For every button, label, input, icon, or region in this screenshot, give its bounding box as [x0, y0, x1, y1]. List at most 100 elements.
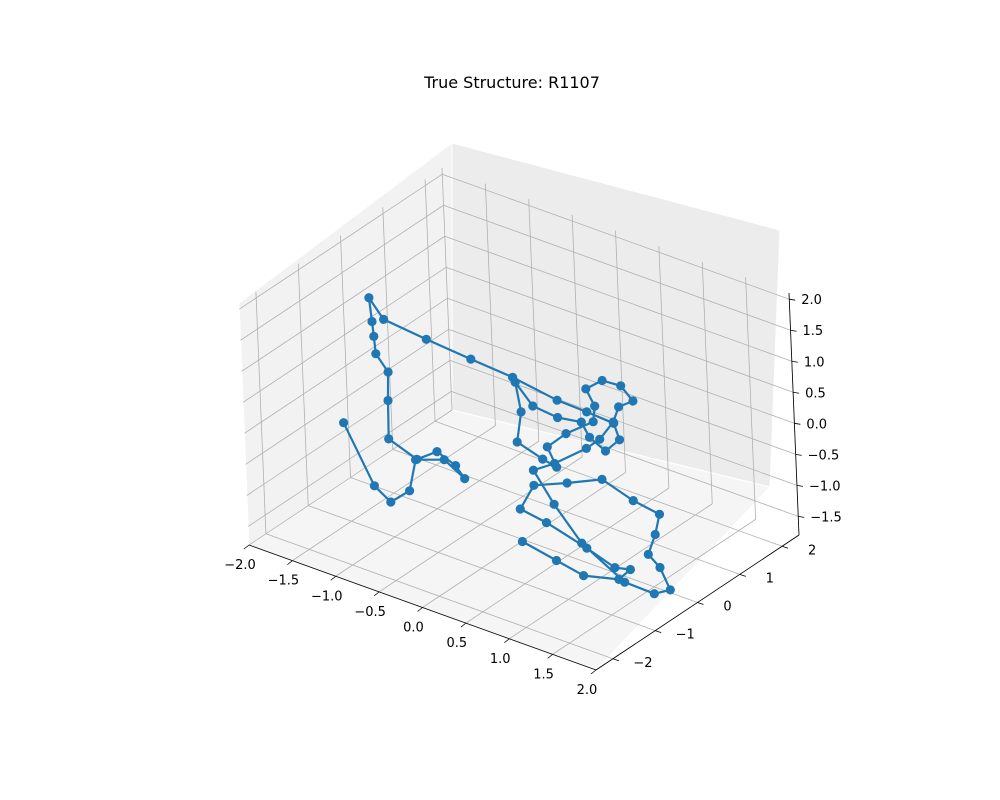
- z-tick-mark: [793, 391, 800, 394]
- grid-lines: [239, 167, 800, 671]
- z-tick-label: −0.5: [808, 448, 840, 463]
- x-tick-mark: [330, 575, 336, 581]
- chart-title: True Structure: R1107: [423, 73, 600, 92]
- data-point: [383, 367, 393, 377]
- data-point: [451, 461, 461, 471]
- y-tick-mark: [781, 545, 789, 549]
- data-point: [517, 536, 528, 547]
- z-tick-label: −1.5: [810, 510, 842, 525]
- grid-line-z-left: [248, 391, 452, 527]
- grid-line-z-left: [242, 266, 447, 403]
- data-point: [367, 316, 377, 327]
- z-tick-label: 1.0: [804, 355, 825, 370]
- y-tick-mark: [739, 573, 746, 577]
- x-tick-label: 1.5: [533, 667, 554, 682]
- data-point: [600, 446, 611, 456]
- grid-line-y-floor: [392, 448, 740, 575]
- data-point: [541, 518, 552, 528]
- x-tick-label: 1.0: [490, 652, 511, 667]
- grid-line-x-wall: [441, 167, 453, 411]
- data-point: [597, 474, 607, 484]
- data-point: [625, 564, 636, 575]
- grid-line-z-right: [448, 328, 796, 455]
- x-tick-mark: [504, 638, 510, 644]
- data-point: [379, 314, 389, 324]
- z-tick-mark: [791, 360, 798, 363]
- grid-line-x-wall: [528, 199, 540, 442]
- data-point: [439, 455, 449, 465]
- z-tick-mark: [790, 329, 797, 332]
- data-point: [597, 375, 607, 386]
- data-point: [649, 589, 659, 599]
- x-tick-mark: [547, 654, 553, 659]
- data-point: [528, 465, 539, 475]
- grid-line-z-right: [443, 204, 791, 331]
- data-point: [339, 418, 349, 428]
- x-tick-mark: [287, 560, 293, 565]
- grid-line-y-wall: [255, 291, 267, 534]
- z-tick-mark: [789, 298, 796, 301]
- data-point: [551, 555, 562, 566]
- data-point: [655, 562, 665, 573]
- z-tick-label: −1.0: [809, 479, 841, 494]
- data-point: [581, 384, 591, 394]
- y-tick-label: 2: [808, 543, 816, 558]
- data-point: [610, 563, 620, 573]
- data-point: [466, 354, 476, 364]
- data-point: [383, 395, 393, 406]
- z-tick-mark: [794, 422, 801, 425]
- grid-line-x-wall: [745, 277, 757, 520]
- data-point: [412, 454, 422, 464]
- x-tick-label: 2.0: [577, 683, 598, 698]
- grid-line-x-wall: [615, 230, 626, 473]
- z-axis-line: [788, 292, 800, 536]
- z-tick-mark: [795, 453, 802, 456]
- x-tick-label: 0.0: [403, 621, 424, 636]
- data-point: [371, 349, 381, 359]
- z-tick-label: 1.5: [803, 324, 824, 339]
- grid-line-x-wall: [571, 214, 583, 457]
- x-tick-label: 0.5: [447, 636, 468, 651]
- z-tick-label: 2.0: [801, 293, 822, 308]
- data-point: [460, 474, 470, 484]
- z-tick-label: 0.0: [806, 417, 827, 432]
- data-point: [584, 432, 595, 442]
- data-point: [628, 396, 638, 406]
- y-tick-label: −1: [676, 628, 695, 643]
- grid-line-z-left: [241, 235, 446, 372]
- data-point: [582, 407, 592, 417]
- axes: [243, 292, 805, 675]
- grid-line-z-left: [240, 204, 444, 341]
- data-point: [576, 417, 586, 427]
- grid-line-z-left: [246, 360, 451, 496]
- grid-line-z-left: [244, 297, 448, 434]
- grid-line-y-wall: [424, 179, 436, 422]
- data-point: [549, 499, 559, 509]
- grid-line-x-wall: [658, 246, 670, 489]
- data-point: [384, 434, 394, 444]
- grid-line-z-right: [442, 173, 790, 300]
- data-point: [614, 402, 624, 412]
- data-point: [643, 549, 653, 560]
- grid-line-z-left: [245, 329, 449, 465]
- data-point: [542, 442, 552, 452]
- x-tick-label: −1.0: [311, 589, 343, 604]
- data-point: [588, 417, 598, 427]
- data-point: [614, 574, 624, 585]
- grid-line-z-right: [444, 235, 792, 362]
- data-point: [562, 478, 572, 488]
- data-point: [512, 437, 522, 447]
- grid-line-z-right: [449, 359, 798, 486]
- data-point: [538, 454, 548, 464]
- grid-line-z-right: [447, 297, 795, 424]
- x-tick-mark: [417, 607, 423, 612]
- data-point: [654, 509, 665, 519]
- z-tick-mark: [798, 515, 805, 518]
- x-tick-mark: [243, 544, 250, 550]
- data-point: [579, 571, 589, 581]
- y-tick-label: 1: [766, 571, 774, 586]
- x-tick-label: −2.0: [224, 558, 256, 573]
- grid-line-y-floor: [265, 533, 614, 660]
- data-point: [614, 435, 625, 445]
